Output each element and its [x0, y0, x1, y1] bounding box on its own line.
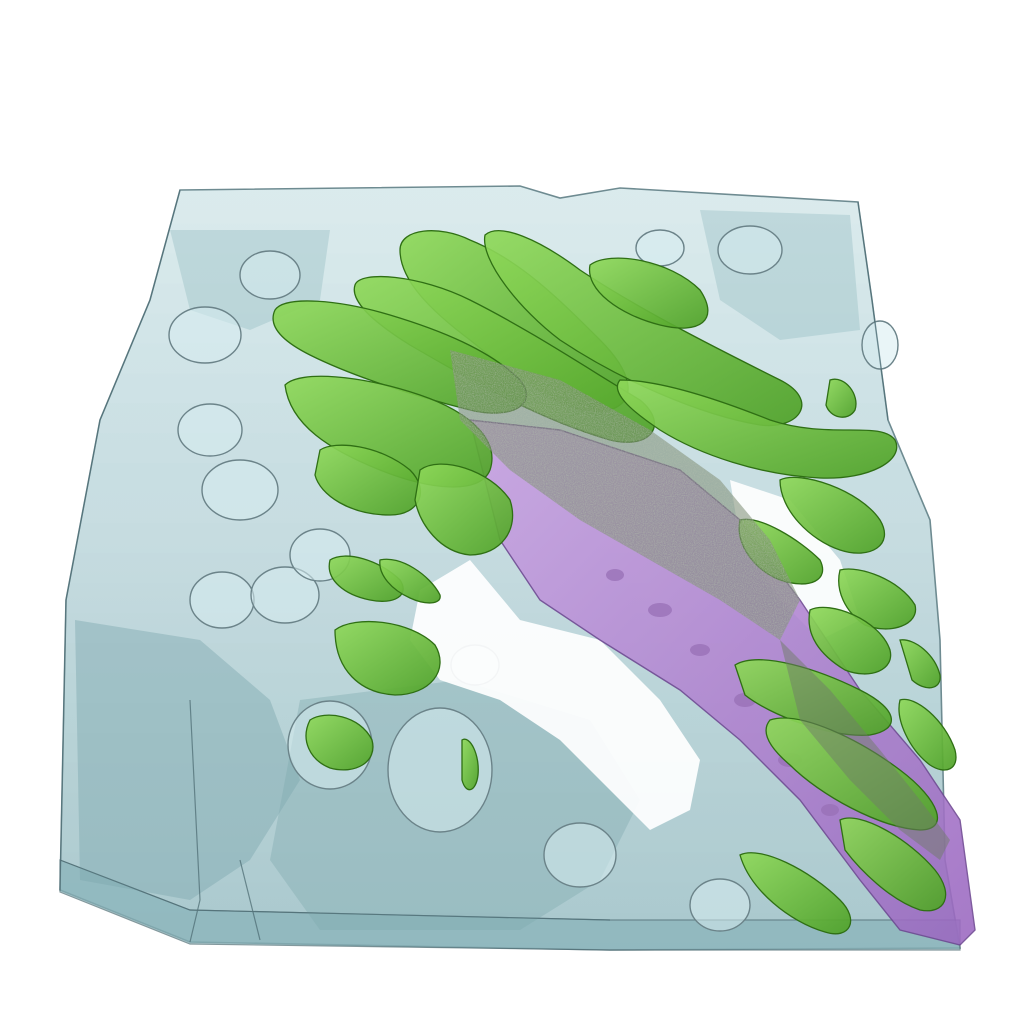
green-blob — [825, 378, 857, 418]
grey-speckle-core — [450, 350, 950, 860]
green-blob — [616, 379, 898, 479]
bubble — [201, 459, 279, 521]
bubble — [189, 571, 255, 629]
green-blob — [839, 817, 947, 912]
green-blob — [334, 620, 441, 696]
purple-hole — [648, 603, 672, 617]
green-blob — [899, 639, 941, 689]
purple-hole — [606, 569, 624, 581]
bubble — [689, 878, 751, 932]
bubble — [250, 566, 320, 624]
green-blob — [328, 555, 404, 602]
edge-line — [59, 859, 611, 921]
purple-hole — [690, 644, 710, 656]
edge-line — [59, 189, 181, 891]
slab-patch — [75, 620, 300, 900]
bubble — [543, 822, 617, 888]
bubble — [168, 306, 242, 364]
edge-line — [189, 699, 201, 943]
purple-hole — [821, 804, 839, 816]
bubble — [177, 403, 243, 457]
green-blob — [808, 606, 892, 675]
green-blob — [898, 698, 957, 771]
green-blob — [739, 852, 852, 935]
green-blob — [588, 257, 709, 329]
speckle-texture — [450, 350, 800, 640]
slab-cutout — [410, 560, 700, 830]
bubble — [239, 250, 301, 300]
speckle-region — [780, 640, 950, 860]
green-blob — [305, 714, 374, 771]
green-structures — [272, 230, 957, 935]
green-blob — [484, 230, 803, 427]
green-blob — [461, 738, 479, 791]
edge-line — [857, 201, 889, 421]
green-blob — [379, 558, 441, 604]
slab-edge-lines — [59, 189, 889, 943]
green-blob — [414, 463, 514, 556]
green-blob — [779, 476, 886, 554]
bubble — [861, 320, 899, 370]
edge-line — [239, 859, 261, 941]
green-blob — [838, 568, 917, 630]
bubble — [717, 225, 783, 275]
